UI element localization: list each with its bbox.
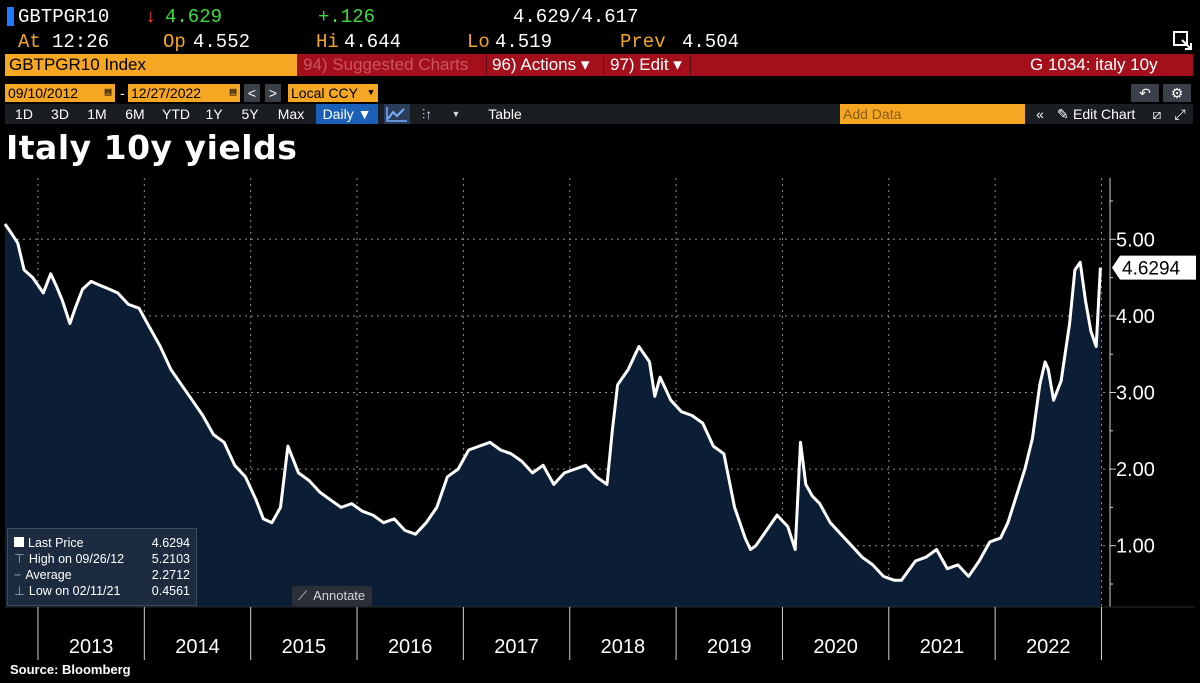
ticker-marker bbox=[7, 7, 14, 26]
start-date-field[interactable]: 09/10/2012 bbox=[5, 84, 101, 102]
legend-swatch bbox=[14, 537, 24, 547]
y-tick-label: 1.00 bbox=[1116, 536, 1155, 558]
frequency-select[interactable]: Daily ▼ bbox=[316, 104, 378, 124]
x-tick-label: 2016 bbox=[388, 636, 433, 658]
high-value: 4.644 bbox=[344, 31, 402, 53]
range-1m[interactable]: 1M bbox=[87, 106, 107, 122]
low-value: 4.519 bbox=[495, 31, 553, 53]
range-3d[interactable]: 3D bbox=[51, 106, 69, 122]
open-label: Op bbox=[163, 31, 186, 53]
pencil-icon: ✎ bbox=[1057, 106, 1069, 122]
y-tick-label: 4.00 bbox=[1116, 306, 1155, 328]
range-1y[interactable]: 1Y bbox=[205, 106, 223, 122]
legend-high-label: High on 09/26/12 bbox=[28, 552, 125, 566]
legend-low-label: Low on 02/11/21 bbox=[28, 584, 121, 598]
prev-label: Prev bbox=[620, 31, 666, 53]
x-tick-label: 2020 bbox=[813, 636, 858, 658]
annotate-button[interactable]: ⟋ Annotate bbox=[292, 586, 372, 606]
calendar-icon[interactable]: ▤ bbox=[226, 84, 240, 102]
range-max[interactable]: Max bbox=[277, 106, 305, 122]
collapse-icon[interactable]: « bbox=[1036, 106, 1044, 122]
chart-code: G 1034: italy 10y bbox=[1030, 55, 1158, 74]
chart-title: Italy 10y yields bbox=[6, 128, 298, 167]
x-tick-label: 2014 bbox=[175, 636, 220, 658]
security-field[interactable]: GBTPGR10 Index bbox=[5, 54, 297, 76]
last-price-tag-box bbox=[1112, 255, 1196, 280]
high-label: Hi bbox=[316, 31, 339, 53]
x-tick-label: 2018 bbox=[601, 636, 646, 658]
line-chart-icon[interactable] bbox=[384, 104, 410, 124]
undo-button[interactable]: ↶ bbox=[1131, 84, 1159, 102]
legend-last-label: Last Price bbox=[28, 536, 84, 550]
open-value: 4.552 bbox=[193, 31, 251, 53]
menu-divider bbox=[486, 55, 487, 75]
currency-select[interactable]: Local CCY bbox=[288, 84, 364, 102]
y-tick-label: 2.00 bbox=[1116, 459, 1155, 481]
low-marker-icon: ⊥ bbox=[14, 584, 25, 598]
annotate-label: Annotate bbox=[313, 588, 366, 603]
ticker-symbol: GBTPGR10 bbox=[18, 6, 110, 28]
chevron-down-icon[interactable]: ▼ bbox=[451, 109, 461, 119]
source-note: Source: Bloomberg bbox=[10, 662, 131, 677]
date-dash: - bbox=[120, 85, 125, 101]
range-1d[interactable]: 1D bbox=[15, 106, 33, 122]
suggested-charts-menu[interactable]: 94) Suggested Charts bbox=[303, 55, 469, 74]
range-6m[interactable]: 6M bbox=[125, 106, 145, 122]
legend-avg-value: 2.2712 bbox=[151, 568, 190, 582]
down-arrow-icon: ↓ bbox=[145, 6, 157, 28]
chevron-down-icon[interactable]: ▼ bbox=[364, 84, 378, 102]
chart-legend: Last Price 4.6294 ⊤ High on 09/26/12 5.21… bbox=[7, 528, 197, 606]
range-5y[interactable]: 5Y bbox=[241, 106, 259, 122]
range-ytd[interactable]: YTD bbox=[162, 106, 190, 122]
bar-type-icon[interactable]: ⫶↑ bbox=[421, 106, 433, 122]
edit-menu[interactable]: 97) Edit ▾ bbox=[610, 55, 682, 74]
at-label: At bbox=[18, 31, 41, 53]
menu-divider bbox=[690, 55, 691, 75]
x-tick-label: 2015 bbox=[282, 636, 327, 658]
end-date-field[interactable]: 12/27/2022 bbox=[128, 84, 226, 102]
expand-icon[interactable]: ⤢ bbox=[1174, 106, 1186, 122]
legend-low-value: 0.4561 bbox=[151, 584, 190, 598]
annotate-icon: ⟋ bbox=[298, 588, 308, 603]
high-marker-icon: ⊤ bbox=[14, 552, 25, 566]
at-value: 12:26 bbox=[52, 31, 110, 53]
actions-menu[interactable]: 96) Actions ▾ bbox=[492, 55, 590, 74]
last-price-tag-label: 4.6294 bbox=[1122, 259, 1181, 280]
y-tick-label: 3.00 bbox=[1116, 383, 1155, 405]
last-price-tag: 4.6294 bbox=[1112, 255, 1196, 280]
gear-icon[interactable]: ⚙ bbox=[1163, 84, 1191, 102]
x-tick-label: 2017 bbox=[494, 636, 539, 658]
yield-line bbox=[3, 223, 1102, 582]
legend-avg-label: Average bbox=[25, 568, 72, 582]
net-change: +.126 bbox=[318, 6, 376, 28]
legend-last-value: 4.6294 bbox=[151, 536, 190, 550]
low-label: Lo bbox=[467, 31, 490, 53]
x-tick-label: 2019 bbox=[707, 636, 752, 658]
last-price: 4.629 bbox=[165, 6, 223, 28]
menu-bar bbox=[5, 54, 1193, 76]
calendar-icon[interactable]: ▤ bbox=[101, 84, 115, 102]
window-popout-icon[interactable] bbox=[1173, 31, 1193, 51]
x-tick-label: 2013 bbox=[69, 636, 114, 658]
menu-divider bbox=[603, 55, 604, 75]
average-marker-icon: − bbox=[14, 568, 22, 582]
add-data-input[interactable]: Add Data bbox=[840, 104, 1025, 124]
x-tick-label: 2022 bbox=[1026, 636, 1071, 658]
next-period-button[interactable]: > bbox=[265, 84, 281, 102]
prev-period-button[interactable]: < bbox=[244, 84, 260, 102]
prev-value: 4.504 bbox=[682, 31, 740, 53]
settings-icon[interactable]: ⧄ bbox=[1152, 106, 1162, 122]
table-button[interactable]: Table bbox=[488, 106, 522, 122]
edit-chart-button[interactable]: Edit Chart bbox=[1073, 106, 1136, 122]
legend-high-value: 5.2103 bbox=[151, 552, 190, 566]
bid-ask: 4.629/4.617 bbox=[513, 6, 639, 28]
x-tick-label: 2021 bbox=[920, 636, 965, 658]
y-tick-label: 5.00 bbox=[1116, 229, 1155, 251]
